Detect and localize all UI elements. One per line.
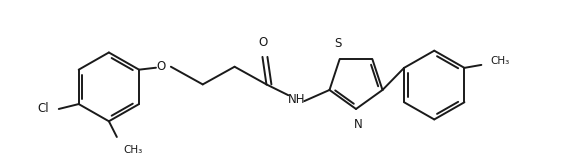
- Text: S: S: [334, 37, 341, 50]
- Text: CH₃: CH₃: [124, 145, 143, 155]
- Text: NH: NH: [287, 93, 305, 106]
- Text: O: O: [157, 60, 165, 73]
- Text: CH₃: CH₃: [491, 56, 510, 66]
- Text: N: N: [354, 118, 362, 131]
- Text: Cl: Cl: [37, 103, 49, 115]
- Text: O: O: [259, 36, 268, 49]
